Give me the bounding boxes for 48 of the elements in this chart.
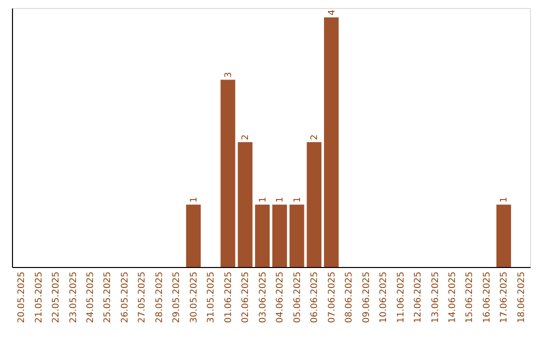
bar — [272, 204, 287, 267]
x-tick-label: 14.06.2025 — [448, 272, 458, 324]
x-tick-label: 20.05.2025 — [17, 272, 28, 324]
bar — [324, 17, 339, 267]
data-label: 1 — [189, 196, 200, 203]
x-tick-label: 23.05.2025 — [68, 272, 79, 324]
x-tick-label: 06.06.2025 — [310, 272, 320, 324]
bar — [290, 204, 304, 267]
data-label: 1 — [292, 196, 303, 203]
x-tick-label: 07.06.2025 — [327, 272, 338, 324]
x-tick-label: 24.05.2025 — [86, 272, 96, 324]
x-tick-label: 05.06.2025 — [292, 272, 303, 324]
x-tick-label: 17.06.2025 — [500, 272, 510, 324]
x-tick-label: 10.06.2025 — [379, 272, 390, 324]
x-tick-label: 09.06.2025 — [362, 272, 372, 324]
x-tick-label: 18.06.2025 — [516, 272, 527, 324]
x-tick-label: 12.06.2025 — [414, 272, 424, 324]
x-tick-label: 21.05.2025 — [34, 272, 44, 324]
bar — [306, 142, 322, 267]
x-tick-label: 08.06.2025 — [344, 272, 355, 324]
x-tick-label: 11.06.2025 — [396, 272, 406, 324]
x-tick-label: 30.05.2025 — [189, 272, 200, 324]
data-label: 1 — [500, 196, 510, 203]
bar — [238, 142, 252, 267]
data-label: 3 — [224, 72, 234, 78]
x-tick-label: 31.05.2025 — [206, 272, 217, 324]
x-tick-label: 29.05.2025 — [172, 272, 182, 324]
x-tick-label: 26.05.2025 — [120, 272, 130, 324]
x-tick-label: 13.06.2025 — [430, 272, 441, 324]
bar — [186, 204, 201, 267]
x-tick-label: 27.05.2025 — [138, 272, 148, 324]
data-label: 1 — [276, 196, 286, 203]
x-tick-label: 15.06.2025 — [465, 272, 476, 324]
bar — [255, 204, 270, 267]
x-tick-label: 25.05.2025 — [103, 272, 114, 324]
data-label: 2 — [310, 134, 320, 140]
x-tick-label: 01.06.2025 — [224, 272, 234, 324]
x-tick-label: 16.06.2025 — [482, 272, 492, 324]
data-label: 4 — [327, 9, 338, 16]
x-tick-label: 28.05.2025 — [154, 272, 165, 324]
bar — [220, 80, 236, 267]
data-label: 1 — [258, 196, 268, 203]
x-tick-label: 04.06.2025 — [276, 272, 286, 324]
bar — [496, 204, 512, 267]
x-tick-label: 03.06.2025 — [258, 272, 268, 324]
x-tick-label: 02.06.2025 — [241, 272, 252, 324]
x-tick-label: 22.05.2025 — [52, 272, 62, 324]
data-label: 2 — [241, 134, 252, 140]
